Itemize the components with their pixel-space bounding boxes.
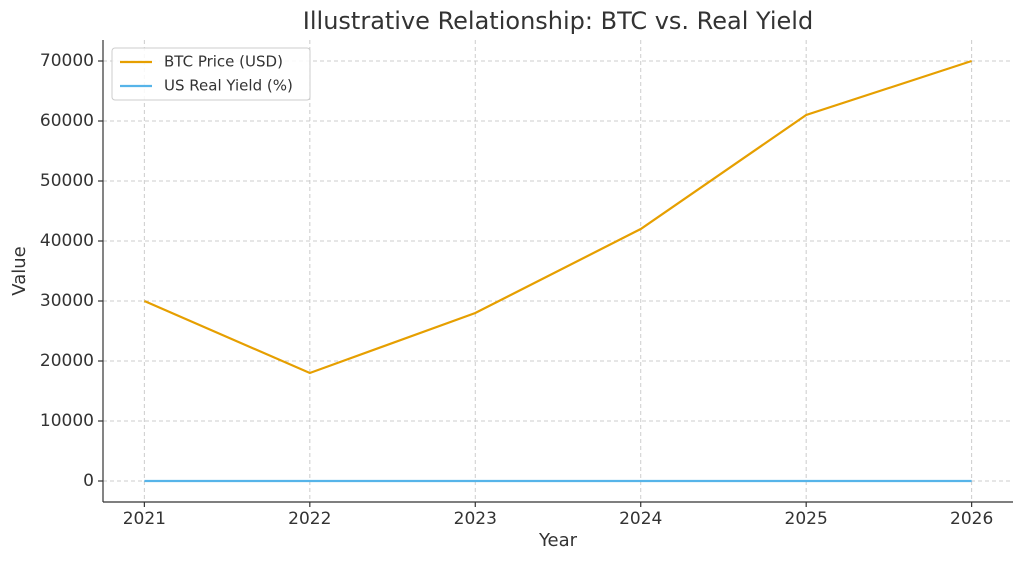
y-tick-label: 50000 bbox=[40, 171, 94, 191]
y-tick-label: 10000 bbox=[40, 411, 94, 431]
y-tick-label: 40000 bbox=[40, 231, 94, 251]
chart-title: Illustrative Relationship: BTC vs. Real … bbox=[303, 7, 813, 35]
x-tick-label: 2022 bbox=[288, 509, 331, 529]
series-line bbox=[143, 59, 972, 375]
legend-label: US Real Yield (%) bbox=[164, 77, 293, 95]
y-axis-label: Value bbox=[9, 246, 30, 295]
y-tick-label: 20000 bbox=[40, 351, 94, 371]
x-tick-label: 2026 bbox=[950, 509, 993, 529]
y-tick-label: 70000 bbox=[40, 51, 94, 71]
y-tick-label: 60000 bbox=[40, 111, 94, 131]
x-tick-label: 2023 bbox=[454, 509, 497, 529]
y-tick-label: 0 bbox=[83, 471, 94, 491]
x-axis-label: Year bbox=[538, 530, 578, 551]
y-tick-label: 30000 bbox=[40, 291, 94, 311]
x-tick-label: 2021 bbox=[123, 509, 166, 529]
legend-label: BTC Price (USD) bbox=[164, 53, 283, 71]
legend-box bbox=[111, 47, 311, 101]
x-tick-label: 2024 bbox=[619, 509, 662, 529]
x-tick-label: 2025 bbox=[785, 509, 828, 529]
